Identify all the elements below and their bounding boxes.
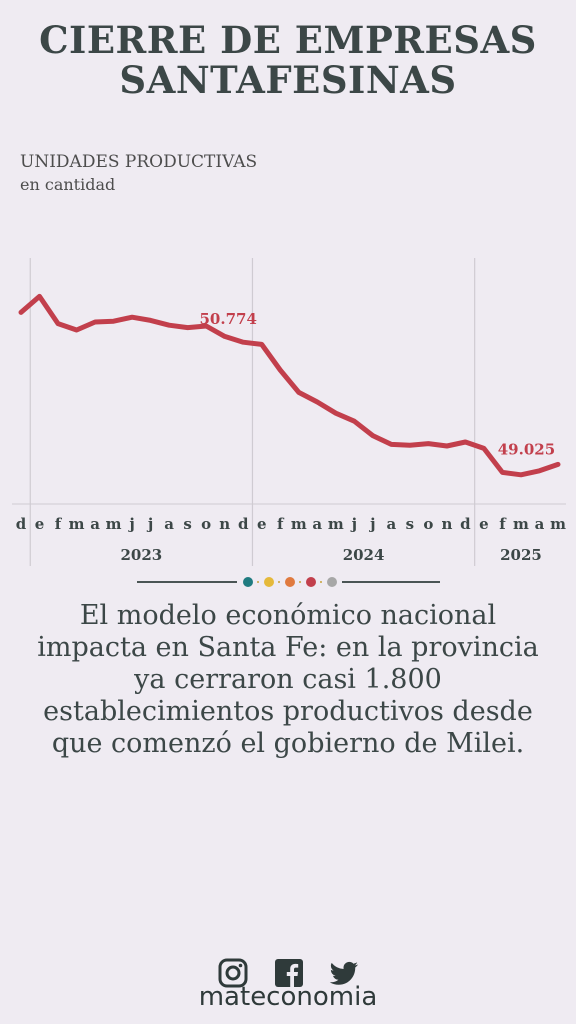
divider-dot bbox=[264, 577, 274, 587]
divider-separator bbox=[278, 581, 280, 583]
x-tick-label: a bbox=[90, 515, 100, 533]
unit-sublabel: en cantidad bbox=[20, 175, 116, 194]
year-label: 2024 bbox=[343, 546, 385, 564]
x-tick-label: a bbox=[535, 515, 545, 533]
x-tick-label: j bbox=[127, 515, 134, 533]
divider-separator bbox=[257, 581, 259, 583]
x-tick-label: d bbox=[238, 515, 249, 533]
divider bbox=[0, 572, 576, 592]
instagram-icon[interactable] bbox=[218, 958, 248, 992]
x-tick-label: m bbox=[69, 515, 85, 533]
brand-name: mateconomia bbox=[198, 982, 378, 1012]
divider-separator bbox=[299, 581, 301, 583]
divider-line-left bbox=[137, 581, 237, 583]
divider-dot bbox=[243, 577, 253, 587]
x-tick-label: e bbox=[35, 515, 45, 533]
chart-title: CIERRE DE EMPRESAS SANTAFESINAS bbox=[0, 20, 576, 100]
x-tick-label: j bbox=[350, 515, 357, 533]
x-tick-label: o bbox=[423, 515, 433, 533]
x-tick-label: d bbox=[16, 515, 27, 533]
x-tick-label: m bbox=[550, 515, 566, 533]
year-label: 2023 bbox=[120, 546, 162, 564]
x-tick-label: f bbox=[277, 515, 285, 533]
title-line-2: SANTAFESINAS bbox=[119, 58, 457, 102]
x-tick-label: o bbox=[201, 515, 211, 533]
x-tick-label: e bbox=[257, 515, 267, 533]
x-tick-label: a bbox=[164, 515, 174, 533]
facebook-icon[interactable] bbox=[274, 958, 304, 992]
year-label: 2025 bbox=[500, 546, 542, 564]
x-tick-label: n bbox=[441, 515, 452, 533]
x-tick-label: n bbox=[219, 515, 230, 533]
x-tick-label: s bbox=[406, 515, 414, 533]
x-tick-label: m bbox=[328, 515, 344, 533]
divider-dot bbox=[306, 577, 316, 587]
divider-separator bbox=[320, 581, 322, 583]
divider-dot bbox=[327, 577, 337, 587]
twitter-icon[interactable] bbox=[328, 958, 360, 992]
x-tick-label: s bbox=[183, 515, 191, 533]
x-tick-label: m bbox=[291, 515, 307, 533]
x-tick-label: f bbox=[499, 515, 507, 533]
value-annotation: 49.025 bbox=[498, 440, 555, 458]
social-icons bbox=[0, 958, 576, 992]
x-tick-label: a bbox=[386, 515, 396, 533]
x-tick-label: e bbox=[479, 515, 489, 533]
x-tick-label: j bbox=[146, 515, 153, 533]
divider-dot bbox=[285, 577, 295, 587]
series-line bbox=[18, 293, 561, 478]
x-tick-label: d bbox=[460, 515, 471, 533]
divider-line-right bbox=[342, 581, 440, 583]
x-tick-label: j bbox=[368, 515, 375, 533]
x-tick-label: f bbox=[55, 515, 63, 533]
title-line-1: CIERRE DE EMPRESAS bbox=[39, 18, 537, 62]
x-tick-label: m bbox=[106, 515, 122, 533]
value-annotation: 50.774 bbox=[199, 310, 256, 328]
x-tick-label: a bbox=[312, 515, 322, 533]
body-text: El modelo económico nacional impacta en … bbox=[37, 600, 539, 759]
unit-label: UNIDADES PRODUCTIVAS bbox=[20, 152, 258, 172]
x-tick-label: m bbox=[513, 515, 529, 533]
